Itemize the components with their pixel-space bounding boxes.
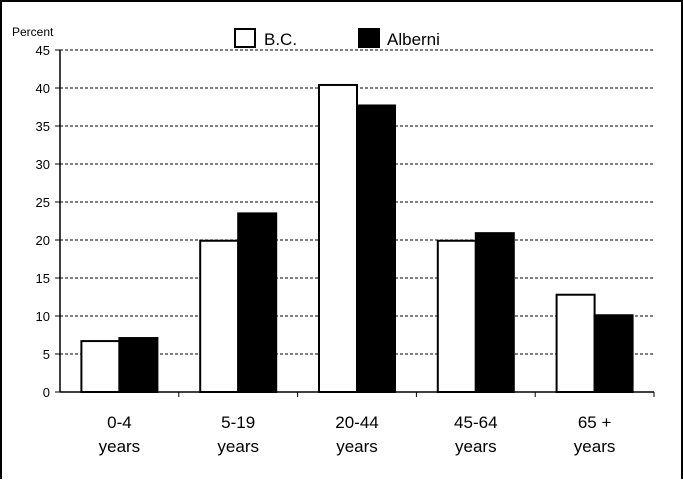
legend-swatch-alberni <box>358 28 380 48</box>
bar-alberni <box>593 314 634 393</box>
legend-label-alberni: Alberni <box>387 30 440 49</box>
legend: B.C. Alberni <box>234 28 440 49</box>
y-tick-label: 15 <box>36 271 50 286</box>
y-tick-label: 10 <box>36 309 50 324</box>
x-tick-label: 0-4 <box>107 413 132 432</box>
x-tick-label: years <box>455 437 497 456</box>
bar-bc <box>80 340 121 393</box>
y-tick-label: 0 <box>43 385 50 400</box>
legend-label-bc: B.C. <box>264 30 297 49</box>
y-tick-label: 40 <box>36 81 50 96</box>
bars <box>80 83 634 394</box>
y-axis-title: Percent <box>12 25 54 39</box>
y-tick-label: 30 <box>36 157 50 172</box>
bar-bc <box>555 293 596 393</box>
y-tick-label: 35 <box>36 119 50 134</box>
x-tick-label: years <box>336 437 378 456</box>
x-tick-label: 5-19 <box>221 413 255 432</box>
bar-alberni <box>118 337 159 394</box>
bar-bc <box>199 239 240 393</box>
x-tick-label: years <box>574 437 616 456</box>
y-tick-label: 20 <box>36 233 50 248</box>
bar-alberni <box>237 212 278 393</box>
bar-bc <box>318 83 358 394</box>
bar-alberni <box>474 232 515 393</box>
x-tick-label: years <box>217 437 259 456</box>
axes: 0 5 10 15 20 25 30 35 40 45 0-4 years 5-19 years 20-44… <box>36 43 655 456</box>
x-tick-label: years <box>99 437 141 456</box>
bar-bc <box>436 239 477 393</box>
x-tick-label: 20-44 <box>335 413 378 432</box>
legend-swatch-bc <box>234 28 256 48</box>
bar-alberni <box>356 104 396 393</box>
x-tick-label: 45-64 <box>454 413 497 432</box>
y-tick-label: 25 <box>36 195 50 210</box>
x-tick-label: 65 + <box>578 413 612 432</box>
y-tick-label: 5 <box>43 347 50 362</box>
y-tick-label: 45 <box>36 43 50 58</box>
